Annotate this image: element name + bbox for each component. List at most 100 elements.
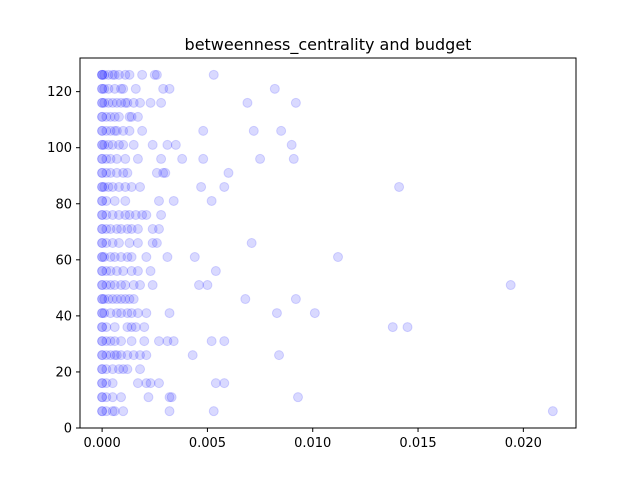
data-point-235 <box>109 350 120 361</box>
data-point-104 <box>135 181 146 192</box>
data-point-107 <box>394 181 405 192</box>
data-point-252 <box>97 378 108 389</box>
data-point-188 <box>111 294 122 305</box>
data-point-84 <box>288 153 299 164</box>
data-point-241 <box>141 350 152 361</box>
data-point-18 <box>109 83 120 94</box>
data-point-208 <box>97 322 108 333</box>
data-point-148 <box>97 252 108 263</box>
data-point-220 <box>101 336 112 347</box>
data-point-66 <box>113 139 124 150</box>
data-point-48 <box>132 111 143 122</box>
data-point-129 <box>101 223 112 234</box>
y-axis: 0 20 40 60 80 100 120 <box>47 85 80 437</box>
data-point-89 <box>111 167 122 178</box>
data-point-211 <box>109 322 120 333</box>
data-point-254 <box>101 378 112 389</box>
data-point-207 <box>309 308 320 319</box>
y-tick-label-2: 40 <box>55 309 72 324</box>
data-point-9 <box>124 69 135 80</box>
data-point-206 <box>271 308 282 319</box>
data-point-13 <box>208 69 219 80</box>
data-point-11 <box>149 69 160 80</box>
data-point-126 <box>156 209 167 220</box>
data-point-268 <box>164 392 175 403</box>
data-point-133 <box>122 223 133 234</box>
data-point-166 <box>126 266 137 277</box>
data-point-221 <box>105 336 116 347</box>
data-point-265 <box>107 392 118 403</box>
data-point-255 <box>107 378 118 389</box>
data-point-145 <box>147 238 158 248</box>
data-point-256 <box>132 378 143 389</box>
y-tick-label-3: 60 <box>55 253 72 268</box>
data-point-159 <box>333 252 343 263</box>
data-point-99 <box>103 181 114 192</box>
data-point-97 <box>97 181 108 192</box>
data-point-53 <box>109 125 120 136</box>
data-point-8 <box>120 69 131 80</box>
data-point-200 <box>116 308 127 319</box>
data-point-276 <box>118 406 129 417</box>
data-point-237 <box>116 350 127 361</box>
data-point-7 <box>113 69 124 80</box>
data-point-278 <box>208 406 219 417</box>
data-point-134 <box>126 223 137 234</box>
data-point-198 <box>105 308 116 319</box>
data-point-212 <box>122 322 133 333</box>
data-point-238 <box>122 350 133 361</box>
data-point-51 <box>101 125 112 136</box>
data-point-201 <box>122 308 133 319</box>
data-point-199 <box>111 308 122 319</box>
data-point-245 <box>97 364 108 375</box>
data-point-39 <box>290 97 301 108</box>
data-point-250 <box>122 364 133 375</box>
data-point-248 <box>113 364 124 375</box>
data-point-153 <box>116 252 127 263</box>
data-point-85 <box>97 167 108 178</box>
data-point-243 <box>274 350 285 361</box>
data-point-196 <box>97 308 108 319</box>
data-point-251 <box>135 364 146 375</box>
data-point-224 <box>126 336 137 347</box>
data-point-244 <box>97 364 108 375</box>
data-point-272 <box>97 406 108 417</box>
data-point-20 <box>118 83 129 94</box>
data-point-158 <box>189 252 200 263</box>
data-point-135 <box>132 223 143 234</box>
data-point-277 <box>164 406 175 417</box>
data-point-222 <box>109 336 120 347</box>
data-point-209 <box>97 322 108 333</box>
data-point-78 <box>120 153 131 164</box>
data-point-46 <box>124 111 135 122</box>
data-point-230 <box>219 336 230 347</box>
data-point-100 <box>107 181 118 192</box>
data-point-274 <box>107 406 118 417</box>
data-point-156 <box>141 252 152 263</box>
data-point-81 <box>177 153 188 164</box>
data-point-23 <box>164 83 175 94</box>
data-point-193 <box>240 294 251 305</box>
data-point-4 <box>103 69 114 80</box>
data-point-157 <box>162 252 173 263</box>
data-point-16 <box>99 83 110 94</box>
data-point-57 <box>137 125 148 136</box>
data-point-62 <box>97 139 108 150</box>
data-point-168 <box>145 266 156 277</box>
data-point-113 <box>153 195 164 206</box>
data-point-261 <box>219 378 230 389</box>
data-point-266 <box>116 392 127 403</box>
data-point-197 <box>99 308 110 319</box>
data-point-82 <box>198 153 209 164</box>
data-point-50 <box>97 125 108 136</box>
data-point-242 <box>187 350 198 361</box>
data-point-228 <box>168 336 179 347</box>
data-point-217 <box>402 322 413 333</box>
data-point-181 <box>202 280 213 291</box>
data-point-119 <box>107 209 118 220</box>
data-point-149 <box>97 252 108 263</box>
data-point-33 <box>122 97 133 108</box>
data-point-70 <box>162 139 173 150</box>
data-point-204 <box>141 308 152 319</box>
